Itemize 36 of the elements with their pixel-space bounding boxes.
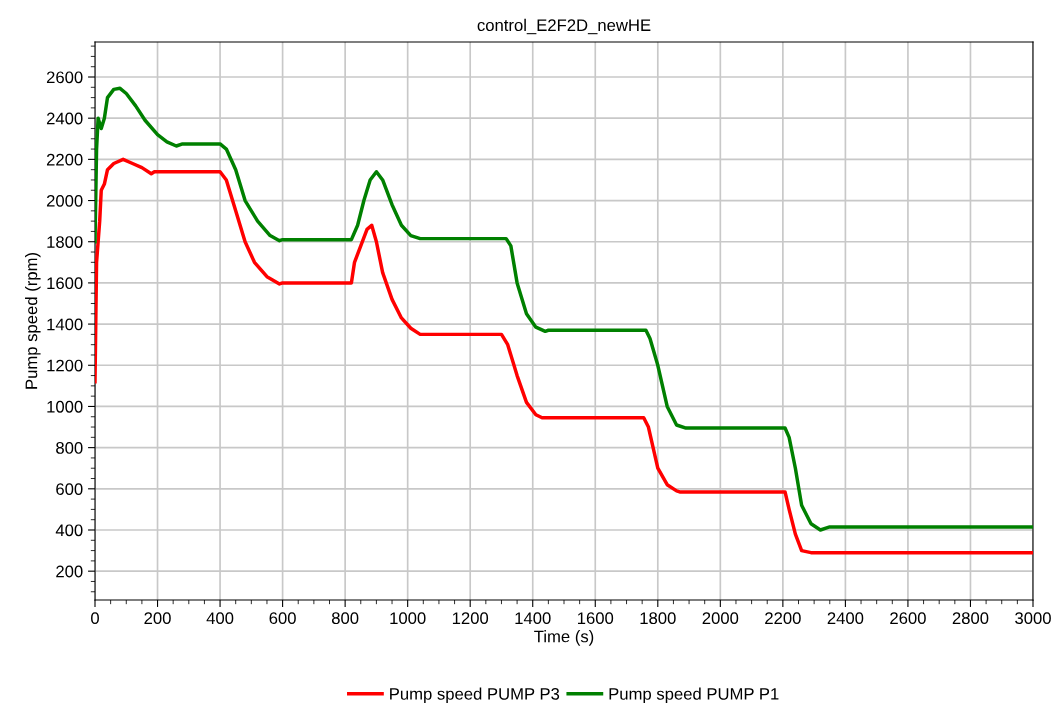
x-tick-label: 0 [91,612,99,625]
line-series [95,157,1033,555]
x-tick-label: 2400 [827,612,864,625]
y-tick-label: 200 [56,565,83,578]
x-tick-label: 1600 [578,612,614,625]
y-tick-label: 1400 [47,318,83,331]
legend-label: Pump speed PUMP P1 [609,687,779,704]
y-tick-label: 2400 [46,112,83,125]
x-tick-label: 400 [206,612,234,625]
x-tick-label: 1400 [515,612,551,625]
y-tick-label: 600 [56,483,83,496]
y-tick-label: 400 [55,524,83,537]
y-tick-label: 2600 [46,71,83,84]
chart-title: control_E2F2D_newHE [477,18,651,35]
x-tick-label: 2600 [890,612,926,625]
x-tick-label: 2800 [952,612,989,625]
x-tick-label: 2000 [702,612,739,625]
x-tick-label: 800 [331,612,359,625]
x-tick-label: 1000 [390,612,426,625]
x-axis-title: Time (s) [534,630,594,646]
y-tick-label: 2200 [46,153,83,166]
y-tick-label: 1000 [47,400,83,413]
y-tick-label: 2000 [46,194,83,207]
line-series [95,86,1033,532]
x-tick-label: 3000 [1015,612,1051,625]
y-tick-label: 1600 [47,277,83,290]
x-tick-label: 1800 [640,612,676,625]
y-axis-title: Pump speed (rpm) [25,253,41,389]
x-tick-label: 200 [144,612,171,625]
x-tick-label: 2200 [765,612,801,625]
y-tick-label: 1200 [47,359,83,372]
x-tick-label: 1200 [452,612,489,625]
y-tick-label: 1800 [47,236,83,248]
legend-label: Pump speed PUMP P3 [390,687,560,704]
y-tick-label: 800 [56,442,83,454]
x-tick-label: 600 [269,612,296,625]
